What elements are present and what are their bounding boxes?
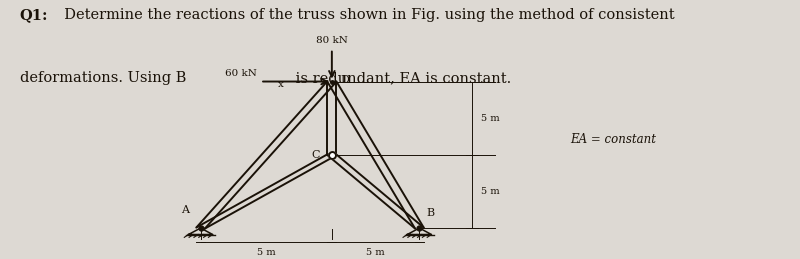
Text: 5 m: 5 m — [482, 187, 500, 196]
Text: EA = constant: EA = constant — [570, 133, 656, 146]
Text: 5 m: 5 m — [257, 248, 275, 257]
Text: x: x — [278, 80, 284, 89]
Text: 60 kN: 60 kN — [225, 69, 257, 78]
Text: A: A — [182, 205, 190, 215]
Text: Determine the reactions of the truss shown in Fig. using the method of consisten: Determine the reactions of the truss sho… — [55, 8, 674, 22]
Text: 5 m: 5 m — [366, 248, 385, 257]
Text: is redundant, EA is constant.: is redundant, EA is constant. — [291, 71, 511, 85]
Text: 80 kN: 80 kN — [316, 36, 348, 45]
Text: D: D — [341, 75, 350, 85]
Text: C: C — [311, 150, 320, 160]
Text: deformations. Using B: deformations. Using B — [19, 71, 186, 85]
Text: Q1:: Q1: — [19, 8, 48, 22]
Text: 5 m: 5 m — [482, 114, 500, 123]
Text: B: B — [427, 208, 435, 218]
